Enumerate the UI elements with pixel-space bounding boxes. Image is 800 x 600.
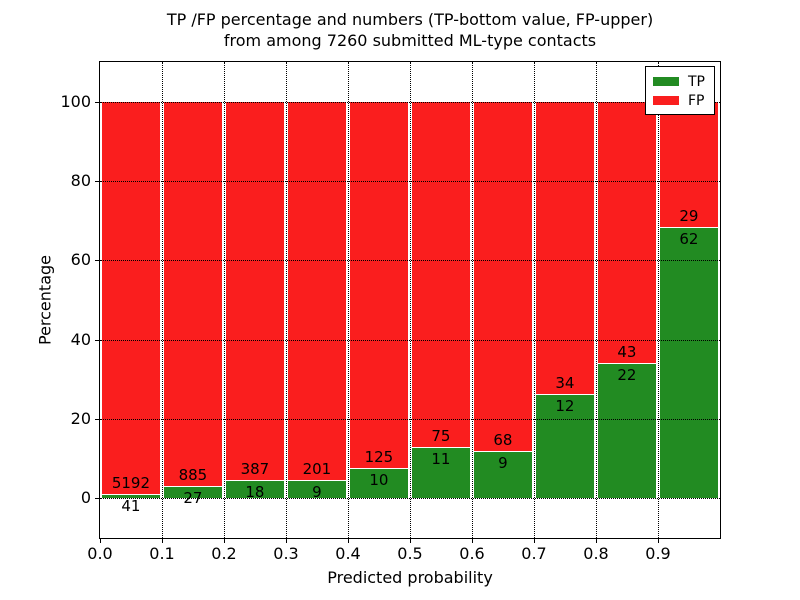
fp-bar-segment: [660, 101, 718, 229]
x-tick-mark: [224, 539, 225, 543]
chart-title-line1: TP /FP percentage and numbers (TP-bottom…: [166, 10, 654, 29]
fp-bar-segment: [164, 101, 222, 487]
tp-bar-segment: [412, 447, 470, 499]
fp-count-label: 75: [431, 426, 451, 445]
x-tick-label: 0.5: [397, 544, 423, 563]
fp-count-label: 68: [493, 430, 513, 449]
tp-bar-segment: [350, 468, 408, 499]
y-tick-label: 40: [70, 329, 91, 349]
fp-bar-segment: [536, 101, 594, 395]
fp-swatch-icon: [653, 96, 679, 105]
legend-label-fp: FP: [688, 92, 705, 109]
legend-label-tp: TP: [688, 73, 705, 90]
fp-count-label: 201: [302, 460, 332, 479]
fp-count-label: 43: [617, 343, 637, 362]
y-tick-mark: [95, 339, 99, 341]
y-tick-mark: [95, 260, 99, 262]
fp-count-label: 125: [364, 447, 394, 466]
tp-count-label: 27: [183, 488, 203, 507]
chart-title-line2: from among 7260 submitted ML-type contac…: [223, 31, 597, 50]
tp-bar-segment: [660, 228, 718, 499]
x-tick-mark: [348, 539, 349, 543]
tp-count-label: 62: [679, 230, 699, 249]
x-tick-label: 0.6: [459, 544, 485, 563]
v-gridline: [162, 62, 163, 538]
y-tick-label: 100: [60, 91, 91, 111]
x-tick-label: 0.8: [583, 544, 609, 563]
x-tick-mark: [472, 539, 473, 543]
x-tick-mark: [596, 539, 597, 543]
fp-bar-segment: [102, 101, 160, 496]
legend: TP FP: [645, 66, 715, 115]
y-tick-mark: [95, 419, 99, 420]
fp-bar-segment: [350, 101, 408, 469]
fp-bar-segment: [412, 101, 470, 448]
tp-bar-segment: [598, 364, 656, 499]
tp-count-label: 9: [498, 453, 508, 472]
y-tick-mark: [95, 101, 99, 103]
plot-area: 5192 41 885 27 387 18 201 9 125 10 75 11 68 9 34 12 43 22…: [99, 61, 721, 539]
legend-item-fp: FP: [653, 91, 708, 110]
y-tick-label: 60: [70, 250, 91, 270]
tp-bar-segment: [102, 495, 160, 499]
tp-count-label: 22: [617, 366, 637, 385]
x-tick-label: 0.4: [335, 544, 361, 563]
fp-count-label: 885: [178, 465, 208, 484]
x-tick-mark: [658, 539, 659, 543]
x-tick-mark: [100, 539, 101, 543]
v-gridline: [224, 62, 225, 538]
x-tick-label: 0.2: [211, 544, 237, 563]
x-tick-label: 0.1: [149, 544, 175, 563]
fp-bar-segment: [288, 101, 346, 482]
fp-count-label: 5192: [111, 474, 150, 493]
tp-count-label: 9: [312, 483, 322, 502]
tp-count-label: 10: [369, 470, 389, 489]
fp-count-label: 387: [240, 459, 270, 478]
x-tick-mark: [162, 539, 163, 543]
v-gridline: [348, 62, 349, 538]
x-tick-label: 0.7: [521, 544, 547, 563]
x-tick-label: 0.0: [87, 544, 113, 563]
x-axis-label: Predicted probability: [327, 568, 493, 587]
tp-bar-segment: [288, 481, 346, 499]
y-tick-label: 80: [70, 171, 91, 190]
y-tick-mark: [95, 181, 99, 182]
v-gridline: [658, 62, 659, 538]
x-tick-label: 0.9: [645, 544, 671, 563]
tp-count-label: 12: [555, 396, 575, 415]
fp-bar-segment: [226, 101, 284, 481]
tp-count-label: 18: [245, 482, 265, 501]
tp-count-label: 41: [121, 497, 141, 516]
plot-inner: 5192 41 885 27 387 18 201 9 125 10 75 11 68 9 34 12 43 22…: [100, 62, 720, 538]
tp-bar-segment: [226, 480, 284, 499]
fp-count-label: 29: [679, 207, 699, 226]
fp-count-label: 34: [555, 373, 575, 392]
v-gridline: [534, 62, 535, 538]
v-gridline: [596, 62, 597, 538]
legend-item-tp: TP: [653, 72, 708, 91]
chart-title: TP /FP percentage and numbers (TP-bottom…: [0, 9, 800, 51]
fp-bar-segment: [598, 101, 656, 365]
v-gridline: [472, 62, 473, 538]
tp-bar-segment: [536, 394, 594, 499]
x-tick-mark: [534, 539, 535, 543]
tp-swatch-icon: [653, 77, 679, 86]
v-gridline: [286, 62, 287, 538]
v-gridline: [410, 62, 411, 538]
y-tick-label: 20: [70, 409, 91, 428]
x-tick-label: 0.3: [273, 544, 299, 563]
tp-bar-segment: [164, 486, 222, 499]
y-tick-mark: [95, 498, 99, 500]
fp-bar-segment: [474, 101, 532, 452]
x-tick-mark: [410, 539, 411, 543]
tp-count-label: 11: [431, 449, 451, 468]
tp-bar-segment: [474, 451, 532, 499]
x-tick-mark: [286, 539, 287, 543]
y-tick-label: 0: [80, 488, 91, 508]
